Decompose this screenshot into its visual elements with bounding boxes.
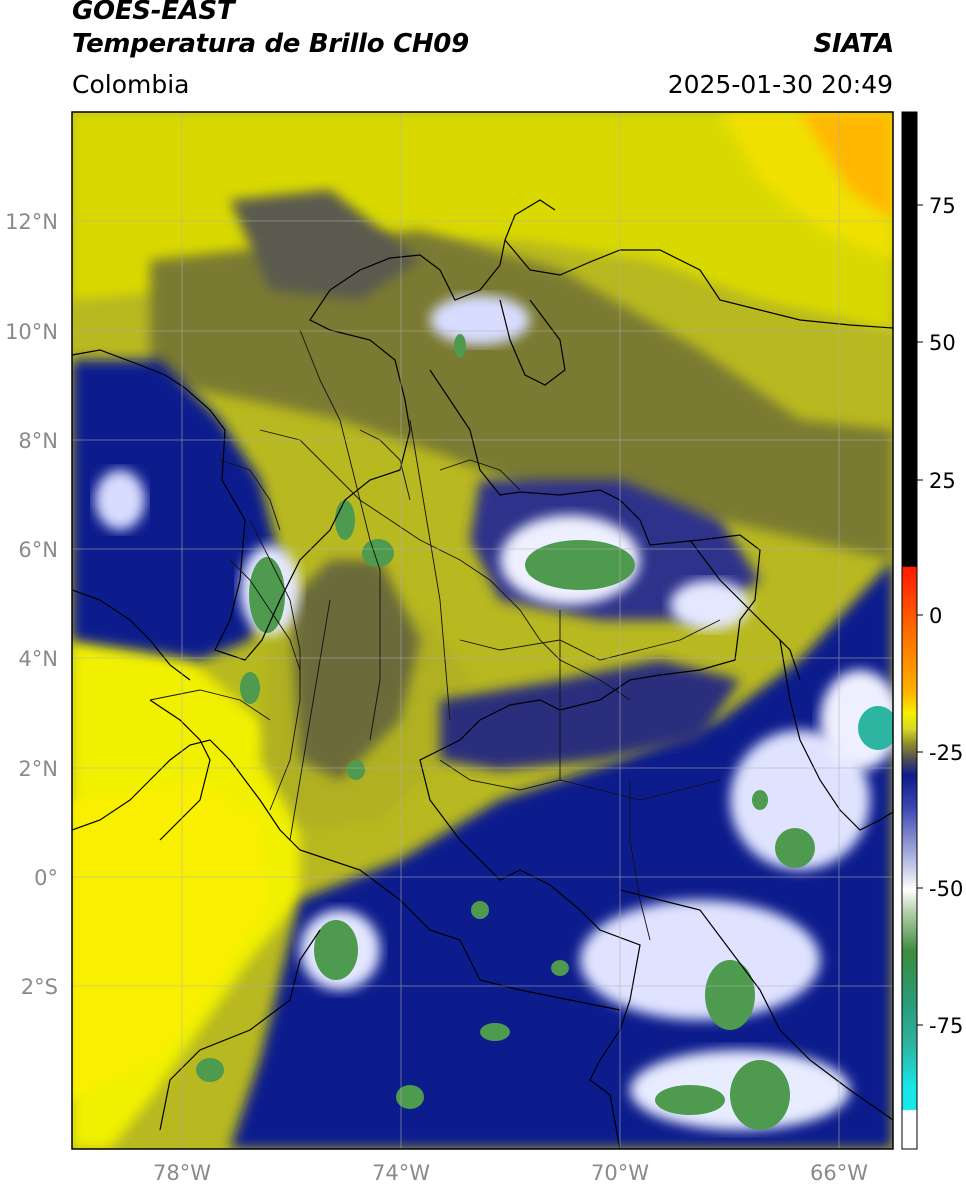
lon-label: 78°W [153,1161,211,1185]
colorbar-label: 75 [929,194,956,218]
lat-label: 4°N [18,647,58,671]
title-satellite: GOES-EAST [72,0,235,26]
brightness-temperature-field [72,112,893,1149]
lon-label: 74°W [372,1161,430,1185]
map-frame [71,111,894,1150]
lon-label: 70°W [591,1161,649,1185]
region-label: Colombia [72,70,190,99]
longitude-axis: 78°W 74°W 70°W 66°W [153,1161,868,1185]
title-product: Temperatura de Brillo CH09 [72,29,469,59]
lat-label: 6°N [18,538,58,562]
lat-label: 2°N [18,757,58,781]
colorbar-label: 50 [929,331,956,355]
lon-label: 66°W [810,1161,868,1185]
datetime-label: 2025-01-30 20:49 [667,70,893,99]
lat-label: 2°S [21,975,58,999]
lat-label: 0° [34,866,58,890]
colorbar-label: -75 [929,1014,963,1038]
colorbar-label: -50 [929,877,963,901]
colorbar-label: 0 [929,604,942,628]
title-brand: SIATA [813,29,895,59]
lat-label: 10°N [5,320,58,344]
lat-label: 12°N [5,210,58,234]
latitude-axis: 12°N 10°N 8°N 6°N 4°N 2°N 0° 2°S [5,210,58,999]
lat-label: 8°N [18,429,58,453]
colorbar-label: 25 [929,469,956,493]
colorbar-label: -25 [929,741,963,765]
colorbar: 75 50 25 0 -25 -50 -75 [901,111,963,1150]
